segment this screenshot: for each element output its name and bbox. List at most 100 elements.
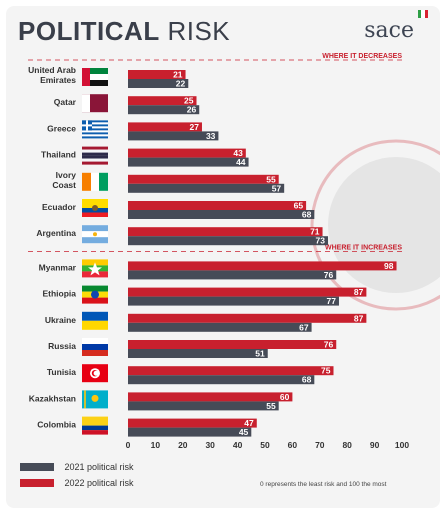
flag-ethiopia-green [82,285,108,292]
flag-icon [82,285,108,304]
bar-2022 [128,287,367,297]
chart-row: Tunisia 75 68 [47,364,334,385]
category-label: Ecuador [42,202,77,212]
flag-icon [82,338,108,356]
bar-2022 [128,313,367,323]
globe-shape [328,157,440,293]
world-map-watermark [310,139,440,311]
category-label-line: Ethiopia [42,289,76,299]
flag-greece-stripe [82,124,108,127]
category-label-line: Russia [48,341,76,351]
x-tick-label: 0 [126,440,131,450]
title-bold: POLITICAL [18,16,160,46]
bar-2022 [128,340,337,349]
bar-2021 [128,401,279,411]
category-label-line: Emirates [40,75,76,85]
category-label: Ukraine [45,315,76,325]
bar-label-2022: 47 [244,418,254,428]
flag-colombia-red [82,430,108,435]
category-label-line: Ivory [56,170,77,180]
italy-flag-icon [418,10,428,18]
bar-2021 [128,349,268,358]
category-label: Greece [47,123,76,133]
flag-icon [82,68,108,86]
x-tick-label: 30 [205,440,215,450]
flag-kazakhstan-sun [91,394,99,402]
flag-uae-green [82,68,108,74]
bar-2021 [128,79,189,88]
flag-thailand-stripe [82,152,108,156]
flag-kazakhstan-ornament [84,390,86,409]
bar-label-2021: 51 [255,349,265,359]
flag-icon [82,225,108,244]
flag-ethiopia-emblem [91,290,99,299]
category-label: Tunisia [47,367,76,377]
x-tick-label: 10 [151,440,161,450]
flag-argentina-top [82,225,108,232]
page-title: POLITICAL RISK [18,16,230,47]
bar-2021 [128,105,200,115]
bar-2021 [128,236,329,246]
category-label: Qatar [54,97,77,107]
category-label-line: Colombia [37,420,76,430]
bar-2021 [128,183,285,193]
section-markers: WHERE IT DECREASES WHERE IT INCREASES [28,53,402,252]
legend-item-2022: 2022 political risk [20,474,134,492]
flag-ecuador-red [82,212,108,217]
flag-ecuador-emblem [92,205,98,211]
flag-stripe-red [424,10,428,18]
legend-label-2022: 2022 political risk [64,477,134,488]
section-label: WHERE IT INCREASES [325,244,402,251]
category-label-line: Tunisia [47,367,76,377]
category-label: Russia [48,341,76,351]
chart-row: Russia 76 51 [48,338,337,359]
flag-russia-blue [82,344,108,350]
x-tick-label: 60 [288,440,298,450]
category-label-line: Kazakhstan [29,393,76,403]
flag-thailand-stripe [82,149,108,153]
bar-label-2022: 76 [324,340,334,350]
flag-icon [82,259,108,278]
category-label-line: Ecuador [42,202,77,212]
flag-ukraine-blue [82,311,108,321]
flag-thailand-stripe [82,155,108,159]
bar-label-2021: 26 [187,105,197,115]
chart-row: Greece 27 33 [47,120,219,141]
x-tick-label: 20 [178,440,188,450]
category-label-line: United Arab [28,65,76,75]
bar-label-2021: 22 [176,79,186,89]
flag-greece-stripe [82,128,108,131]
bar-2021 [128,322,312,332]
section-label: WHERE IT DECREASES [322,53,402,60]
category-label-line: Ukraine [45,315,76,325]
bar-label-2022: 98 [384,261,394,271]
bar-2021 [128,210,315,219]
chart-row: Myanmar 98 76 [39,259,397,280]
bar-2022 [128,174,279,184]
category-label: Colombia [37,420,76,430]
bar-2021 [128,296,339,306]
x-tick-label: 70 [315,440,325,450]
bar-2022 [128,201,307,210]
flag-greece-stripe [82,136,108,139]
bar-2022 [128,148,246,158]
category-label: Ethiopia [42,289,76,299]
category-label: Argentina [36,228,76,238]
bar-label-2022: 43 [233,148,243,158]
flag-thailand-stripe [82,158,108,162]
category-label: Thailand [41,150,76,160]
flag-icon [82,311,108,330]
flag-thailand-stripe [82,161,108,165]
flag-icon [82,199,108,217]
flag-stripe-green [418,10,422,18]
flag-greece-stripe [82,120,108,123]
x-tick-label: 50 [260,440,270,450]
bar-2022 [128,261,397,271]
flag-uae-black [82,80,108,86]
bar-label-2022: 65 [294,201,304,211]
